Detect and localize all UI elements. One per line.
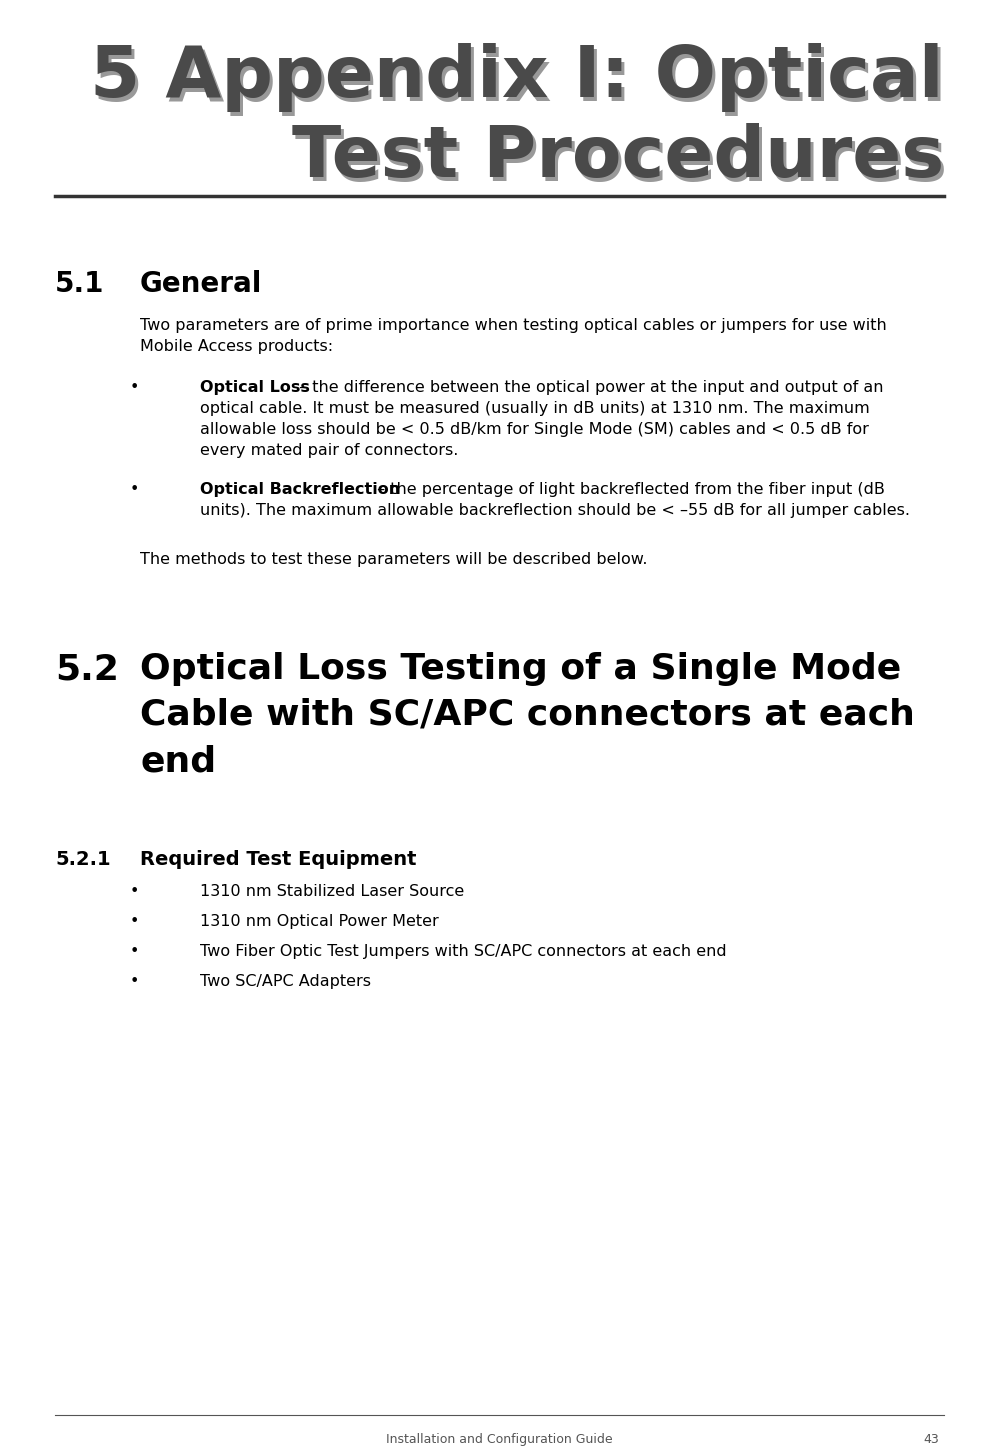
Text: •: •: [130, 884, 140, 899]
Text: Optical Loss: Optical Loss: [200, 380, 310, 395]
Text: Test Procedures: Test Procedures: [295, 126, 947, 196]
Text: General: General: [140, 270, 263, 298]
Text: – the difference between the optical power at the input and output of an: – the difference between the optical pow…: [293, 380, 883, 395]
Text: allowable loss should be < 0.5 dB/km for Single Mode (SM) cables and < 0.5 dB fo: allowable loss should be < 0.5 dB/km for…: [200, 423, 869, 437]
Text: 1310 nm Stabilized Laser Source: 1310 nm Stabilized Laser Source: [200, 884, 464, 899]
Text: •: •: [130, 944, 140, 958]
Text: 5 Appendix I: Optical: 5 Appendix I: Optical: [93, 46, 947, 116]
Text: Cable with SC/APC connectors at each: Cable with SC/APC connectors at each: [140, 698, 915, 732]
Text: 5.2.1: 5.2.1: [55, 849, 110, 868]
Text: optical cable. It must be measured (usually in dB units) at 1310 nm. The maximum: optical cable. It must be measured (usua…: [200, 401, 870, 417]
Text: end: end: [140, 743, 216, 778]
Text: 1310 nm Optical Power Meter: 1310 nm Optical Power Meter: [200, 913, 439, 929]
Text: •: •: [130, 380, 140, 395]
Text: •: •: [130, 974, 140, 989]
Text: Two parameters are of prime importance when testing optical cables or jumpers fo: Two parameters are of prime importance w…: [140, 318, 887, 333]
Text: 5 Appendix I: Optical: 5 Appendix I: Optical: [91, 44, 944, 112]
Text: every mated pair of connectors.: every mated pair of connectors.: [200, 443, 459, 457]
Text: Test Procedures: Test Procedures: [291, 123, 944, 193]
Text: Optical Backreflection: Optical Backreflection: [200, 482, 400, 497]
Text: 5.1: 5.1: [55, 270, 104, 298]
Text: 5.2: 5.2: [55, 652, 119, 685]
Text: Required Test Equipment: Required Test Equipment: [140, 849, 416, 868]
Text: – the percentage of light backreflected from the fiber input (dB: – the percentage of light backreflected …: [372, 482, 885, 497]
Text: The methods to test these parameters will be described below.: The methods to test these parameters wil…: [140, 552, 647, 566]
Text: •: •: [130, 482, 140, 497]
Text: Installation and Configuration Guide: Installation and Configuration Guide: [386, 1433, 613, 1446]
Text: units). The maximum allowable backreflection should be < –55 dB for all jumper c: units). The maximum allowable backreflec…: [200, 502, 910, 518]
Text: 43: 43: [923, 1433, 939, 1446]
Text: •: •: [130, 913, 140, 929]
Text: Two SC/APC Adapters: Two SC/APC Adapters: [200, 974, 371, 989]
Text: Two Fiber Optic Test Jumpers with SC/APC connectors at each end: Two Fiber Optic Test Jumpers with SC/APC…: [200, 944, 726, 958]
Text: Mobile Access products:: Mobile Access products:: [140, 338, 334, 354]
Text: Optical Loss Testing of a Single Mode: Optical Loss Testing of a Single Mode: [140, 652, 901, 685]
